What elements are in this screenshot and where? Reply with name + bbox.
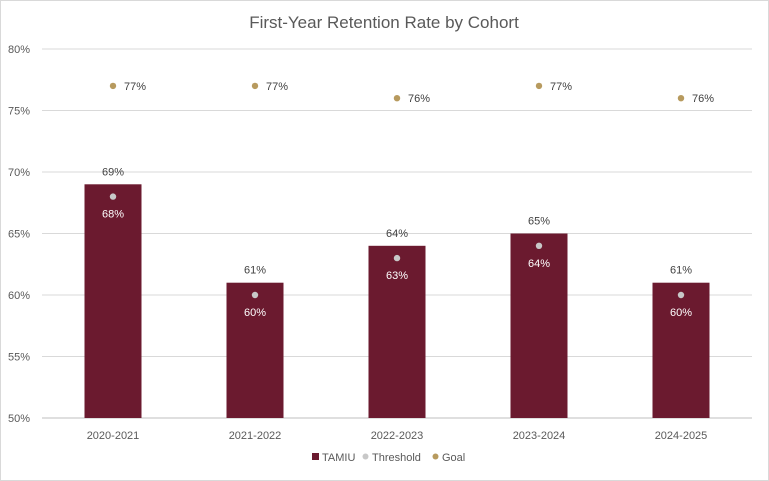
goal-marker	[677, 95, 685, 102]
threshold-marker	[677, 291, 685, 299]
markers	[109, 82, 685, 299]
threshold-marker	[535, 242, 543, 249]
x-tick-label: 2020-2021	[87, 430, 140, 442]
legend-swatch-goal	[432, 453, 439, 460]
x-axis-ticks: 2020-2021 2021-2022 2022-2023 2023-2024 2024…	[87, 430, 708, 442]
legend-swatch-tamiu	[312, 453, 319, 460]
bars	[84, 184, 710, 418]
y-tick-label: 60%	[8, 290, 30, 302]
threshold-data-label: 68%	[102, 209, 124, 221]
gridlines	[42, 48, 752, 419]
goal-marker	[393, 95, 401, 102]
bar-tamiu	[652, 282, 710, 418]
bar-tamiu	[368, 245, 426, 418]
goal-data-label: 77%	[550, 81, 572, 93]
bar-tamiu	[226, 282, 284, 418]
y-axis-ticks: 50% 55% 60% 65% 70% 75% 80%	[8, 44, 30, 425]
bar-data-label: 61%	[244, 265, 266, 277]
y-tick-label: 80%	[8, 44, 30, 56]
x-tick-label: 2022-2023	[371, 430, 424, 442]
goal-marker	[251, 82, 259, 90]
x-tick-label: 2024-2025	[655, 430, 708, 442]
threshold-marker	[109, 193, 117, 200]
y-tick-label: 65%	[8, 229, 30, 241]
chart-title: First-Year Retention Rate by Cohort	[249, 13, 519, 32]
bar-data-label: 64%	[386, 228, 408, 240]
threshold-marker	[251, 291, 259, 299]
data-labels: 69% 68% 77% 61% 60% 77% 64% 63% 76% 65% 64% 77% 61% 6…	[102, 81, 714, 319]
goal-data-label: 76%	[408, 93, 430, 105]
threshold-data-label: 63%	[386, 270, 408, 282]
goal-marker	[109, 82, 117, 90]
bar-data-label: 61%	[670, 265, 692, 277]
x-tick-label: 2021-2022	[229, 430, 282, 442]
y-tick-label: 75%	[8, 106, 30, 118]
y-tick-label: 50%	[8, 413, 30, 425]
legend-label: TAMIU	[322, 452, 355, 464]
goal-marker	[535, 82, 543, 90]
goal-data-label: 77%	[266, 81, 288, 93]
threshold-marker	[393, 254, 401, 262]
bar-tamiu	[510, 233, 568, 418]
goal-data-label: 76%	[692, 93, 714, 105]
goal-data-label: 77%	[124, 81, 146, 93]
threshold-data-label: 60%	[244, 307, 266, 319]
legend-label: Goal	[442, 452, 465, 464]
y-tick-label: 55%	[8, 352, 30, 364]
y-tick-label: 70%	[8, 167, 30, 179]
bar-data-label: 65%	[528, 216, 550, 228]
legend-label: Threshold	[372, 452, 421, 464]
bar-data-label: 69%	[102, 166, 124, 178]
threshold-data-label: 64%	[528, 258, 550, 270]
bar-tamiu	[84, 184, 142, 418]
x-tick-label: 2023-2024	[513, 430, 566, 442]
threshold-data-label: 60%	[670, 307, 692, 319]
legend-swatch-threshold	[362, 453, 369, 460]
legend: TAMIU Threshold Goal	[312, 452, 465, 464]
